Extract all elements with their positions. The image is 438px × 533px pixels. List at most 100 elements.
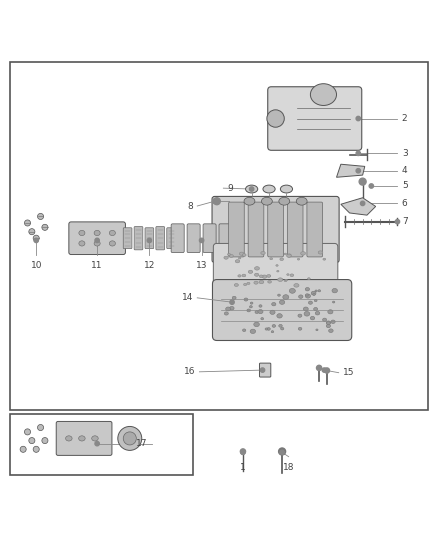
FancyBboxPatch shape [156, 227, 165, 250]
Ellipse shape [94, 241, 100, 246]
Circle shape [230, 300, 234, 304]
FancyBboxPatch shape [307, 202, 322, 257]
Ellipse shape [270, 310, 275, 314]
Circle shape [279, 448, 286, 455]
Circle shape [95, 238, 99, 243]
Ellipse shape [123, 432, 136, 445]
Ellipse shape [262, 275, 267, 278]
Ellipse shape [315, 290, 317, 292]
FancyBboxPatch shape [187, 224, 200, 253]
Ellipse shape [261, 252, 265, 255]
Ellipse shape [239, 252, 244, 255]
Ellipse shape [305, 294, 308, 296]
Ellipse shape [284, 253, 286, 255]
Circle shape [213, 198, 220, 205]
Text: 1: 1 [240, 463, 246, 472]
Ellipse shape [296, 197, 307, 205]
Polygon shape [341, 198, 376, 215]
Ellipse shape [271, 330, 274, 333]
FancyBboxPatch shape [167, 228, 176, 249]
Circle shape [33, 235, 39, 241]
Ellipse shape [314, 300, 317, 302]
FancyBboxPatch shape [203, 224, 216, 253]
Ellipse shape [259, 305, 262, 307]
Circle shape [356, 151, 360, 156]
Circle shape [199, 238, 204, 243]
Text: 6: 6 [402, 199, 407, 208]
Ellipse shape [254, 322, 259, 327]
Ellipse shape [326, 321, 330, 325]
Ellipse shape [255, 311, 258, 313]
Ellipse shape [261, 318, 264, 320]
Ellipse shape [238, 274, 241, 277]
Circle shape [34, 238, 39, 243]
Circle shape [369, 184, 374, 188]
Ellipse shape [254, 281, 258, 284]
Ellipse shape [305, 294, 311, 298]
Circle shape [250, 187, 254, 191]
Ellipse shape [79, 436, 85, 441]
Ellipse shape [280, 258, 283, 261]
Circle shape [29, 438, 35, 443]
Ellipse shape [235, 260, 240, 263]
FancyBboxPatch shape [134, 227, 143, 250]
Ellipse shape [247, 309, 251, 312]
Ellipse shape [267, 328, 270, 330]
FancyBboxPatch shape [213, 244, 338, 294]
Bar [10, 415, 193, 475]
Ellipse shape [294, 284, 299, 287]
Ellipse shape [230, 306, 234, 310]
Ellipse shape [289, 288, 295, 293]
Ellipse shape [278, 294, 280, 296]
Ellipse shape [250, 305, 252, 308]
FancyBboxPatch shape [229, 202, 244, 257]
Ellipse shape [238, 257, 241, 259]
Text: 5: 5 [402, 181, 407, 190]
Ellipse shape [304, 307, 308, 311]
Ellipse shape [267, 274, 271, 277]
FancyBboxPatch shape [212, 197, 339, 263]
FancyBboxPatch shape [268, 87, 362, 150]
Ellipse shape [254, 266, 259, 270]
Ellipse shape [261, 197, 272, 205]
Text: 13: 13 [196, 261, 207, 270]
Ellipse shape [316, 329, 318, 330]
Text: 17: 17 [136, 439, 147, 448]
Circle shape [359, 178, 366, 185]
Ellipse shape [250, 302, 253, 304]
Circle shape [280, 450, 284, 455]
Ellipse shape [315, 311, 320, 315]
Ellipse shape [242, 274, 246, 277]
Circle shape [241, 450, 245, 455]
FancyBboxPatch shape [123, 228, 132, 249]
Ellipse shape [298, 327, 302, 330]
Ellipse shape [314, 308, 318, 311]
Ellipse shape [290, 274, 294, 277]
Circle shape [25, 220, 31, 226]
Text: 12: 12 [144, 261, 155, 270]
Ellipse shape [277, 314, 282, 318]
Ellipse shape [118, 426, 142, 450]
Ellipse shape [328, 329, 333, 333]
FancyBboxPatch shape [69, 222, 125, 255]
Ellipse shape [227, 253, 230, 255]
Ellipse shape [323, 318, 327, 321]
Circle shape [25, 429, 31, 435]
FancyBboxPatch shape [268, 202, 283, 257]
Text: 16: 16 [184, 367, 195, 376]
Ellipse shape [277, 270, 279, 272]
Text: 10: 10 [31, 261, 42, 270]
Ellipse shape [332, 301, 335, 303]
Text: 9: 9 [228, 184, 233, 192]
Ellipse shape [230, 255, 233, 257]
Ellipse shape [92, 436, 98, 441]
Ellipse shape [280, 185, 293, 193]
Ellipse shape [284, 280, 287, 281]
Ellipse shape [305, 287, 310, 291]
Ellipse shape [110, 230, 116, 236]
Text: 15: 15 [343, 368, 354, 377]
Ellipse shape [311, 291, 316, 295]
Text: 2: 2 [402, 114, 407, 123]
Circle shape [260, 368, 265, 372]
Ellipse shape [232, 296, 236, 300]
